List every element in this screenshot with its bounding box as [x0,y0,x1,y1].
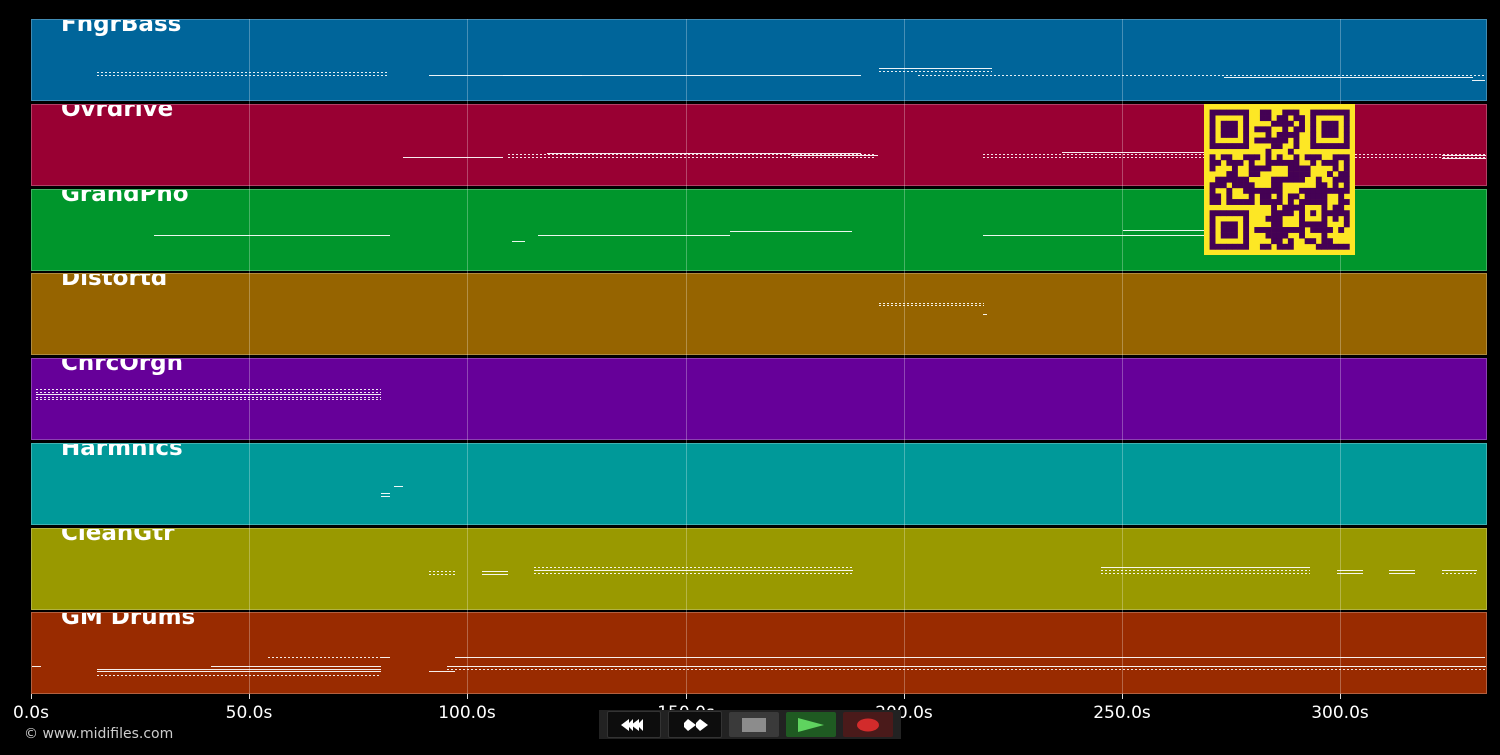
rewind-icon [619,717,649,733]
note-segment [429,671,455,672]
note-segment [1442,573,1477,574]
note-segment [983,235,1297,236]
note-segment [879,68,992,69]
note-segment [97,671,381,672]
record-icon [856,718,880,732]
note-segment [97,75,389,76]
note-segment [547,153,861,154]
note-segment [381,657,390,658]
note-segment [154,235,390,236]
track-label: Harmnics [61,443,183,461]
axis-tick [904,694,905,699]
note-segment [1389,573,1415,574]
rewind-button[interactable] [607,711,661,738]
axis-tick-label: 100.0s [438,703,496,723]
note-segment [879,303,984,304]
note-segment [503,75,861,76]
note-segment [1442,158,1486,159]
axis-tick [1340,694,1341,699]
note-segment [918,75,1485,76]
track-chrcorgn[interactable]: ChrcOrgn [31,358,1487,440]
stop-icon [742,717,766,732]
note-segment [730,231,852,232]
note-segment [429,574,455,575]
fast-forward-button[interactable] [668,711,722,738]
note-segment [1062,152,1298,153]
track-label: FngrBass [61,19,182,37]
track-distortd[interactable]: Distortd [31,273,1487,355]
note-segment [538,235,730,236]
axis-tick [249,694,250,699]
note-segment [983,314,987,315]
note-segment [429,571,455,572]
note-segment [1101,573,1310,574]
track-label: CleanGtr [61,528,175,546]
note-segment [1337,573,1363,574]
note-segment [36,394,381,395]
track-label: ChrcOrgn [61,358,183,376]
axis-tick-label: 0.0s [13,703,49,723]
note-segment [381,493,390,494]
play-button[interactable] [786,712,836,737]
note-segment [1442,155,1486,156]
track-harmnics[interactable]: Harmnics [31,443,1487,525]
note-segment [1337,570,1363,571]
note-segment [32,666,41,667]
qr-code [1204,104,1355,255]
note-segment [508,154,875,155]
note-segment [447,666,1486,667]
copyright-text: © www.midifiles.com [24,726,174,742]
track-gm-drums[interactable]: GM Drums [31,612,1487,694]
stop-button[interactable] [729,712,779,737]
track-label: Distortd [61,273,168,291]
note-segment [1389,570,1415,571]
note-segment [1442,570,1477,571]
note-segment [482,574,508,575]
axis-tick-label: 50.0s [225,703,273,723]
track-label: Ovrdrive [61,104,174,122]
note-segment [97,669,381,670]
note-segment [1224,77,1473,78]
note-segment [455,657,1485,658]
note-segment [791,155,878,156]
note-segment [36,397,381,398]
note-segment [36,399,381,400]
note-segment [403,157,503,158]
transport-controls [599,710,901,739]
note-segment [1101,567,1310,568]
track-label: GM Drums [61,612,196,630]
axis-tick-label: 250.0s [1093,703,1151,723]
note-segment [482,571,508,572]
axis-tick [686,694,687,699]
play-icon [796,717,826,733]
note-segment [1472,80,1485,81]
record-button[interactable] [843,712,893,737]
note-segment [36,389,381,390]
note-segment [879,305,984,306]
note-segment [1101,570,1310,571]
track-label: GrandPno [61,189,189,207]
note-segment [447,669,1486,670]
note-segment [268,657,381,658]
axis-tick-label: 300.0s [1311,703,1369,723]
axis-tick [467,694,468,699]
note-segment [394,486,403,487]
track-fngrbass[interactable]: FngrBass [31,19,1487,101]
note-segment [97,72,389,73]
note-segment [381,496,390,497]
track-cleangtr[interactable]: CleanGtr [31,528,1487,610]
axis-tick [31,694,32,699]
note-segment [534,567,853,568]
note-segment [211,666,381,667]
note-segment [508,157,875,158]
axis-tick [1122,694,1123,699]
note-segment [534,570,853,571]
note-segment [534,573,853,574]
note-segment [97,675,381,676]
note-segment [36,392,381,393]
note-segment [879,71,992,72]
fast-forward-icon [680,717,710,733]
note-segment [512,241,525,242]
